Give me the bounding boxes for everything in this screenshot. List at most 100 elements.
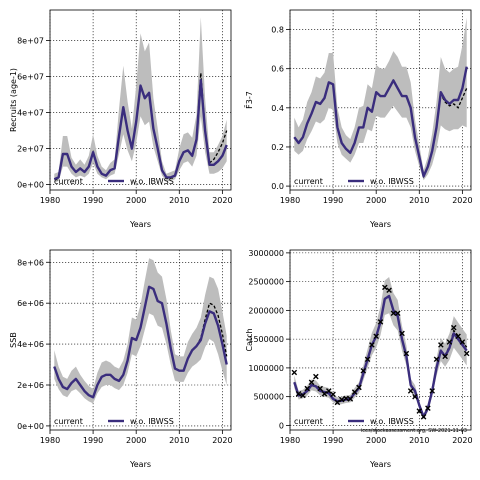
- observed-point-stroke: [373, 333, 379, 340]
- y-tick-label: 4e+07: [17, 109, 44, 118]
- observed-point: [334, 399, 341, 406]
- observed-point-stroke: [450, 324, 457, 331]
- x-tick-label: 2020: [452, 436, 472, 445]
- x-axis-label: Years: [369, 460, 391, 469]
- observed-point: [425, 405, 431, 411]
- series-line-current: [53, 78, 228, 181]
- observed-point: [446, 339, 453, 345]
- observed-point-stroke: [304, 385, 311, 392]
- observed-point-stroke: [390, 310, 397, 317]
- observed-point: [390, 310, 397, 317]
- observed-point-stroke: [382, 284, 388, 291]
- legend-label-current: current: [54, 177, 83, 186]
- x-tick-label: 1980: [40, 196, 60, 205]
- observed-point: [300, 392, 306, 399]
- y-axis-label: F̄3-7: [244, 91, 254, 109]
- x-tick-label: 2020: [212, 436, 232, 445]
- observed-point-stroke: [403, 350, 410, 357]
- legend-label-current: current: [294, 417, 323, 426]
- observed-point-stroke: [334, 399, 341, 406]
- x-tick-label: 2010: [169, 436, 189, 445]
- observed-point: [356, 384, 362, 391]
- legend-label-current: current: [294, 177, 323, 186]
- observed-point: [325, 388, 332, 394]
- observed-point-stroke: [442, 353, 448, 360]
- observed-point: [308, 379, 315, 386]
- x-tick-label: 2010: [169, 196, 189, 205]
- observed-point: [364, 356, 371, 363]
- panel-4: 1980 1990 2000 2010 2020 0 500000 1000000 150000…: [245, 249, 473, 469]
- observed-point: [313, 373, 319, 380]
- observed-point-stroke: [338, 396, 345, 403]
- y-tick-label: 8e+07: [17, 37, 44, 46]
- x-tick-label: 1980: [280, 436, 300, 445]
- observed-point-stroke: [446, 339, 453, 345]
- observed-point: [386, 287, 392, 294]
- confidence-band: [294, 17, 467, 181]
- y-tick-label: 2000000: [248, 306, 284, 315]
- observed-point-stroke: [463, 350, 470, 357]
- y-tick-label: 8e+06: [17, 258, 44, 267]
- y-tick-label: 1000000: [248, 364, 284, 373]
- x-tick-label: 2020: [452, 196, 472, 205]
- panel-3: 1980 1990 2000 2010 2020 0e+00 2e+06 4e+06 6e+06…: [9, 249, 233, 469]
- confidence-band: [294, 277, 467, 420]
- x-axis-label: Years: [369, 220, 391, 229]
- plot-frame: [289, 9, 472, 191]
- observed-point-stroke: [425, 405, 431, 411]
- y-tick-label: 3000000: [248, 249, 284, 258]
- y-tick-label: 2500000: [248, 278, 284, 287]
- panel-1: 1980 1990 2000 2010 2020 0e+00 2e+07 4e+07 6e+07…: [9, 9, 233, 229]
- legend-label-wo-ibwss: w.o. IBWSS: [370, 177, 414, 186]
- observed-point-stroke: [459, 339, 466, 345]
- observed-point-stroke: [308, 379, 315, 386]
- observed-point: [330, 391, 336, 398]
- x-axis-label: Years: [129, 460, 151, 469]
- y-tick-label: 0.2: [271, 143, 284, 152]
- observed-point-stroke: [295, 390, 302, 397]
- y-axis-label: Recruits (age-1): [9, 68, 18, 132]
- y-tick-label: 500000: [253, 393, 284, 402]
- observed-point-stroke: [364, 356, 371, 363]
- x-tick-label: 2000: [366, 436, 386, 445]
- y-tick-label: 0.0: [271, 182, 284, 191]
- y-tick-label: 6e+06: [17, 299, 44, 308]
- observed-point-stroke: [407, 388, 414, 394]
- y-tick-label: 1500000: [248, 335, 284, 344]
- y-tick-label: 0.8: [271, 26, 284, 35]
- observed-point: [369, 342, 375, 348]
- y-axis-label: SSB: [9, 332, 18, 348]
- observed-point: [407, 388, 414, 394]
- observed-point: [412, 393, 418, 400]
- observed-point: [373, 333, 379, 340]
- observed-point: [382, 284, 388, 291]
- observed-point-stroke: [351, 389, 358, 395]
- observed-point: [351, 389, 358, 395]
- x-tick-label: 1990: [323, 196, 343, 205]
- x-tick-label: 2000: [366, 196, 386, 205]
- observed-point: [438, 342, 444, 348]
- observed-point-stroke: [317, 385, 323, 392]
- observed-point: [403, 350, 410, 357]
- observed-point-stroke: [321, 390, 328, 397]
- observed-point-stroke: [343, 395, 349, 402]
- observed-point-stroke: [356, 384, 362, 391]
- observed-point-stroke: [300, 392, 306, 399]
- observed-point: [433, 356, 440, 363]
- observed-point-stroke: [377, 319, 384, 325]
- observed-point: [343, 395, 349, 402]
- x-tick-label: 1990: [83, 436, 103, 445]
- observed-point-stroke: [412, 393, 418, 400]
- observed-point-stroke: [399, 330, 405, 337]
- y-tick-label: 2e+07: [17, 145, 44, 154]
- observed-point-stroke: [433, 356, 440, 363]
- series-line-current: [53, 285, 228, 399]
- x-tick-label: 2010: [409, 196, 429, 205]
- observed-point: [399, 330, 405, 337]
- y-axis-label: Catch: [245, 328, 254, 351]
- observed-point: [429, 388, 436, 394]
- legend-label-wo-ibwss: w.o. IBWSS: [130, 177, 174, 186]
- y-tick-label: 0.4: [271, 104, 284, 113]
- legend-label-current: current: [54, 417, 83, 426]
